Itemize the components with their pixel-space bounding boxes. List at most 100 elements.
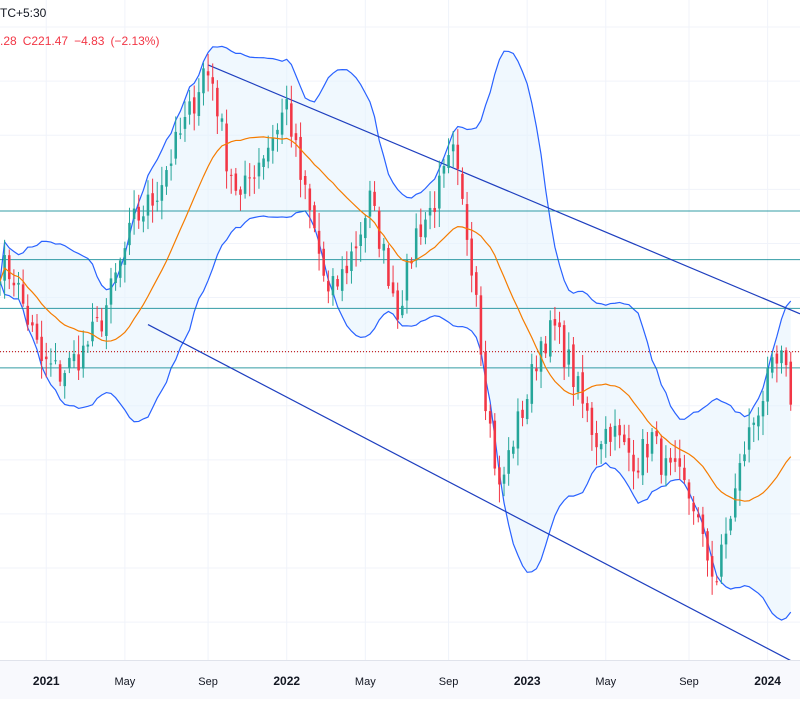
candle-body <box>720 544 723 577</box>
candle-body <box>17 282 20 285</box>
candle-body <box>188 101 191 115</box>
x-tick-label: 2021 <box>33 674 60 688</box>
candle-body <box>81 345 85 369</box>
bollinger-upper <box>0 45 792 420</box>
candle-body <box>58 364 62 382</box>
candle-body <box>137 206 140 221</box>
timezone-label: TC+5:30 <box>0 6 47 20</box>
candle-body <box>632 454 635 472</box>
candle-body <box>747 427 751 450</box>
bollinger-fill <box>0 46 791 621</box>
candle-body <box>678 458 682 467</box>
candle-body <box>114 272 117 283</box>
candle-body <box>488 411 492 424</box>
candle-body <box>118 260 122 278</box>
candle-body <box>0 281 2 286</box>
candle-body <box>109 278 113 305</box>
candle-body <box>646 443 649 458</box>
candle-body <box>44 356 48 360</box>
candle-body <box>479 295 483 355</box>
candle-body <box>313 205 316 229</box>
candle-body <box>733 488 737 518</box>
candle-body <box>396 290 399 320</box>
candle-body <box>770 357 774 373</box>
candle-body <box>567 349 571 365</box>
candle-body <box>581 372 584 404</box>
candle-body <box>558 322 561 328</box>
candle-body <box>40 336 43 362</box>
channel-upper-line[interactable] <box>207 64 800 315</box>
candle-body <box>151 193 154 206</box>
candle-body <box>549 320 552 357</box>
candle-body <box>340 269 344 291</box>
candle-body <box>761 401 765 417</box>
candle-body <box>373 191 376 206</box>
candle-body <box>35 323 39 340</box>
candle-body <box>86 344 90 347</box>
candle-body <box>623 434 626 443</box>
candle-body <box>512 446 515 454</box>
channel-layer <box>147 64 800 666</box>
candle-body <box>669 457 672 463</box>
candle-body <box>327 280 330 292</box>
candle-body <box>636 470 640 473</box>
candle-body <box>234 173 238 191</box>
candle-body <box>294 133 298 141</box>
candle-body <box>562 325 566 368</box>
candle-body <box>179 133 182 135</box>
candle-body <box>290 103 293 137</box>
candle-body <box>146 194 150 216</box>
candle-body <box>544 343 547 354</box>
candle-body <box>322 248 325 276</box>
candle-body <box>91 321 94 342</box>
candle-body <box>72 353 76 362</box>
candle-body <box>21 284 25 304</box>
candle-body <box>364 218 367 239</box>
candle-body <box>572 344 575 388</box>
candle-body <box>664 458 668 476</box>
candle-body <box>784 350 788 366</box>
candle-body <box>253 177 256 179</box>
candle-body <box>660 438 663 475</box>
candle-body <box>743 454 746 462</box>
candle-body <box>456 144 460 169</box>
candle-body <box>63 373 67 387</box>
candle-body <box>303 176 307 185</box>
candle-body <box>271 137 275 151</box>
candle-body <box>493 420 497 469</box>
candle-body <box>331 276 335 296</box>
candle-body <box>229 174 233 176</box>
candle-body <box>26 305 30 325</box>
candle-body <box>257 162 261 177</box>
candle-body <box>160 185 164 201</box>
candle-body <box>525 399 529 420</box>
candle-body <box>752 422 756 425</box>
time-axis-svg: 2021 May Sep 2022 May Sep 2023 May Sep 2024 <box>33 674 781 688</box>
x-tick-label: May <box>355 676 376 688</box>
candle-body <box>609 426 612 442</box>
candle-body <box>202 68 205 94</box>
candle-body <box>142 216 145 222</box>
time-axis[interactable]: 2021 May Sep 2022 May Sep 2023 May Sep 2024 <box>0 660 800 699</box>
candle-body <box>368 190 372 217</box>
candle-body <box>211 77 214 84</box>
candle-body <box>576 376 580 393</box>
candle-body <box>77 354 80 371</box>
candle-body <box>729 518 732 531</box>
candle-body <box>350 251 353 271</box>
candle-body <box>262 158 265 167</box>
channel-lower-line[interactable] <box>147 324 800 666</box>
prev-value: .28 <box>0 34 17 48</box>
basis-layer <box>0 136 792 502</box>
candle-body <box>595 432 598 448</box>
candle-body <box>535 368 538 372</box>
candle-body <box>447 155 450 168</box>
candle-body <box>715 581 719 583</box>
candle-body <box>599 444 603 450</box>
candle-body <box>169 163 173 166</box>
candle-body <box>31 322 34 326</box>
x-tick-label: Sep <box>198 676 218 688</box>
candle-body <box>692 502 695 512</box>
candle-body <box>132 208 136 220</box>
